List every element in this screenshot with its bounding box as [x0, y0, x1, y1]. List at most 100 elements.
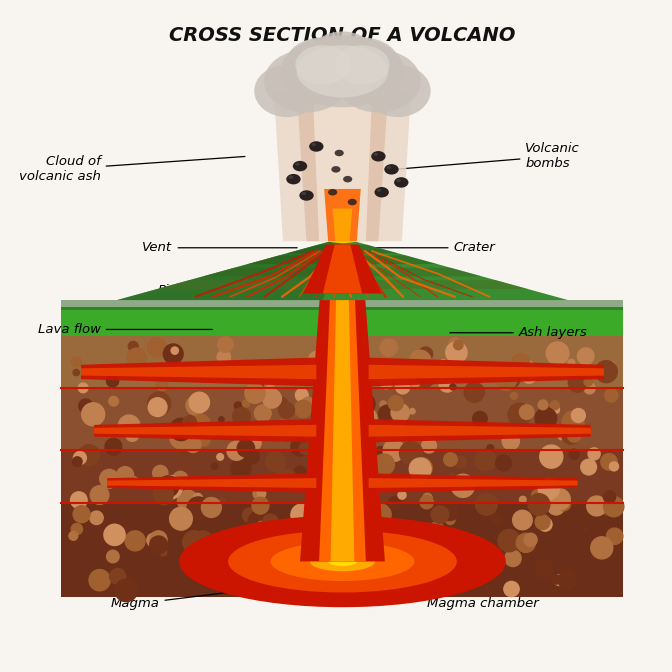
Circle shape — [605, 388, 618, 402]
Polygon shape — [333, 208, 352, 241]
Circle shape — [194, 493, 202, 503]
Ellipse shape — [396, 179, 401, 182]
Circle shape — [106, 375, 119, 387]
Circle shape — [524, 533, 537, 546]
Circle shape — [315, 415, 327, 427]
Text: Volcanic
bombs: Volcanic bombs — [398, 142, 580, 170]
Circle shape — [79, 399, 93, 413]
Circle shape — [455, 558, 470, 573]
Circle shape — [502, 433, 519, 450]
Circle shape — [71, 523, 83, 535]
Ellipse shape — [285, 38, 361, 92]
Circle shape — [569, 374, 587, 392]
Circle shape — [291, 437, 310, 456]
Circle shape — [388, 496, 402, 509]
Circle shape — [169, 507, 192, 530]
Circle shape — [218, 337, 233, 352]
Circle shape — [556, 497, 571, 511]
Circle shape — [150, 531, 167, 548]
Text: CROSS SECTION OF A VOLCANO: CROSS SECTION OF A VOLCANO — [169, 26, 515, 44]
Ellipse shape — [179, 515, 506, 607]
Polygon shape — [158, 280, 528, 289]
Polygon shape — [61, 388, 624, 450]
Circle shape — [156, 489, 171, 505]
Circle shape — [591, 537, 613, 559]
Circle shape — [253, 489, 264, 499]
Circle shape — [505, 550, 521, 566]
Circle shape — [439, 376, 455, 392]
Ellipse shape — [297, 45, 388, 97]
Circle shape — [310, 394, 329, 413]
Circle shape — [258, 497, 266, 505]
Circle shape — [190, 392, 210, 413]
Circle shape — [82, 403, 105, 426]
Circle shape — [291, 521, 303, 534]
Polygon shape — [117, 238, 343, 300]
Circle shape — [274, 540, 280, 546]
Circle shape — [610, 462, 618, 471]
Text: Crater: Crater — [365, 241, 495, 254]
Circle shape — [295, 530, 318, 553]
Circle shape — [519, 497, 526, 503]
Circle shape — [562, 411, 584, 433]
Circle shape — [513, 510, 532, 530]
Circle shape — [538, 400, 548, 410]
Circle shape — [159, 476, 182, 499]
Circle shape — [257, 489, 266, 498]
Circle shape — [314, 384, 334, 405]
Circle shape — [332, 531, 347, 546]
Ellipse shape — [371, 151, 386, 161]
Ellipse shape — [254, 65, 320, 117]
Circle shape — [186, 396, 206, 415]
Circle shape — [266, 556, 284, 574]
Circle shape — [248, 436, 261, 450]
Polygon shape — [297, 91, 388, 241]
Circle shape — [355, 374, 372, 392]
Circle shape — [376, 583, 382, 588]
Circle shape — [194, 531, 212, 549]
Ellipse shape — [264, 50, 349, 112]
Circle shape — [147, 533, 161, 547]
Circle shape — [69, 532, 78, 540]
Circle shape — [464, 382, 485, 403]
Circle shape — [439, 360, 447, 367]
Circle shape — [538, 517, 552, 531]
Circle shape — [309, 515, 320, 526]
Circle shape — [71, 357, 81, 367]
Circle shape — [71, 492, 87, 509]
Circle shape — [370, 504, 391, 525]
Polygon shape — [323, 245, 362, 294]
Circle shape — [405, 366, 413, 374]
Circle shape — [397, 568, 415, 585]
Circle shape — [532, 490, 542, 501]
Ellipse shape — [296, 45, 350, 85]
Circle shape — [355, 408, 377, 429]
Circle shape — [302, 567, 311, 576]
Ellipse shape — [328, 557, 358, 566]
Circle shape — [214, 566, 228, 581]
Circle shape — [552, 575, 561, 584]
Polygon shape — [203, 267, 482, 276]
Circle shape — [276, 469, 297, 491]
Circle shape — [413, 368, 434, 388]
Circle shape — [266, 452, 286, 472]
Circle shape — [319, 519, 330, 532]
Ellipse shape — [377, 189, 381, 192]
Circle shape — [491, 514, 502, 525]
Ellipse shape — [325, 233, 360, 243]
Circle shape — [116, 466, 134, 484]
Circle shape — [474, 450, 496, 470]
Circle shape — [79, 449, 89, 458]
Polygon shape — [81, 358, 317, 386]
Circle shape — [412, 458, 432, 478]
Circle shape — [581, 459, 597, 475]
Circle shape — [310, 502, 319, 511]
Circle shape — [498, 530, 520, 552]
Circle shape — [289, 526, 310, 547]
Circle shape — [603, 497, 624, 517]
Circle shape — [499, 367, 520, 389]
Circle shape — [429, 522, 444, 537]
Circle shape — [409, 409, 415, 414]
Circle shape — [278, 528, 290, 540]
Circle shape — [240, 549, 251, 559]
